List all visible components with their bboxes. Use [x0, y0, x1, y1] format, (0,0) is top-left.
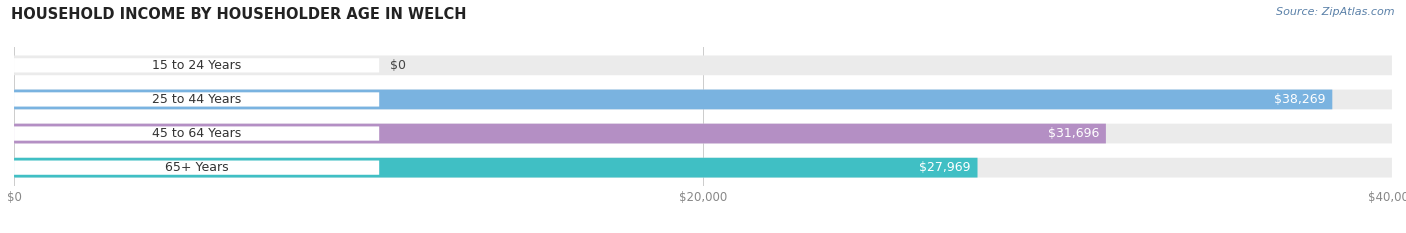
FancyBboxPatch shape: [14, 124, 1392, 144]
FancyBboxPatch shape: [14, 89, 1333, 109]
FancyBboxPatch shape: [14, 58, 380, 72]
Text: Source: ZipAtlas.com: Source: ZipAtlas.com: [1277, 7, 1395, 17]
Text: 25 to 44 Years: 25 to 44 Years: [152, 93, 242, 106]
FancyBboxPatch shape: [14, 127, 380, 141]
Text: $0: $0: [391, 59, 406, 72]
FancyBboxPatch shape: [14, 161, 380, 175]
FancyBboxPatch shape: [14, 124, 1107, 144]
FancyBboxPatch shape: [14, 158, 977, 178]
Text: HOUSEHOLD INCOME BY HOUSEHOLDER AGE IN WELCH: HOUSEHOLD INCOME BY HOUSEHOLDER AGE IN W…: [11, 7, 467, 22]
FancyBboxPatch shape: [14, 55, 1392, 75]
FancyBboxPatch shape: [14, 89, 1392, 109]
Text: 15 to 24 Years: 15 to 24 Years: [152, 59, 242, 72]
Text: $27,969: $27,969: [920, 161, 970, 174]
Text: $31,696: $31,696: [1047, 127, 1099, 140]
FancyBboxPatch shape: [14, 92, 380, 106]
Text: 45 to 64 Years: 45 to 64 Years: [152, 127, 242, 140]
Text: $38,269: $38,269: [1274, 93, 1326, 106]
FancyBboxPatch shape: [14, 158, 1392, 178]
Text: 65+ Years: 65+ Years: [165, 161, 228, 174]
